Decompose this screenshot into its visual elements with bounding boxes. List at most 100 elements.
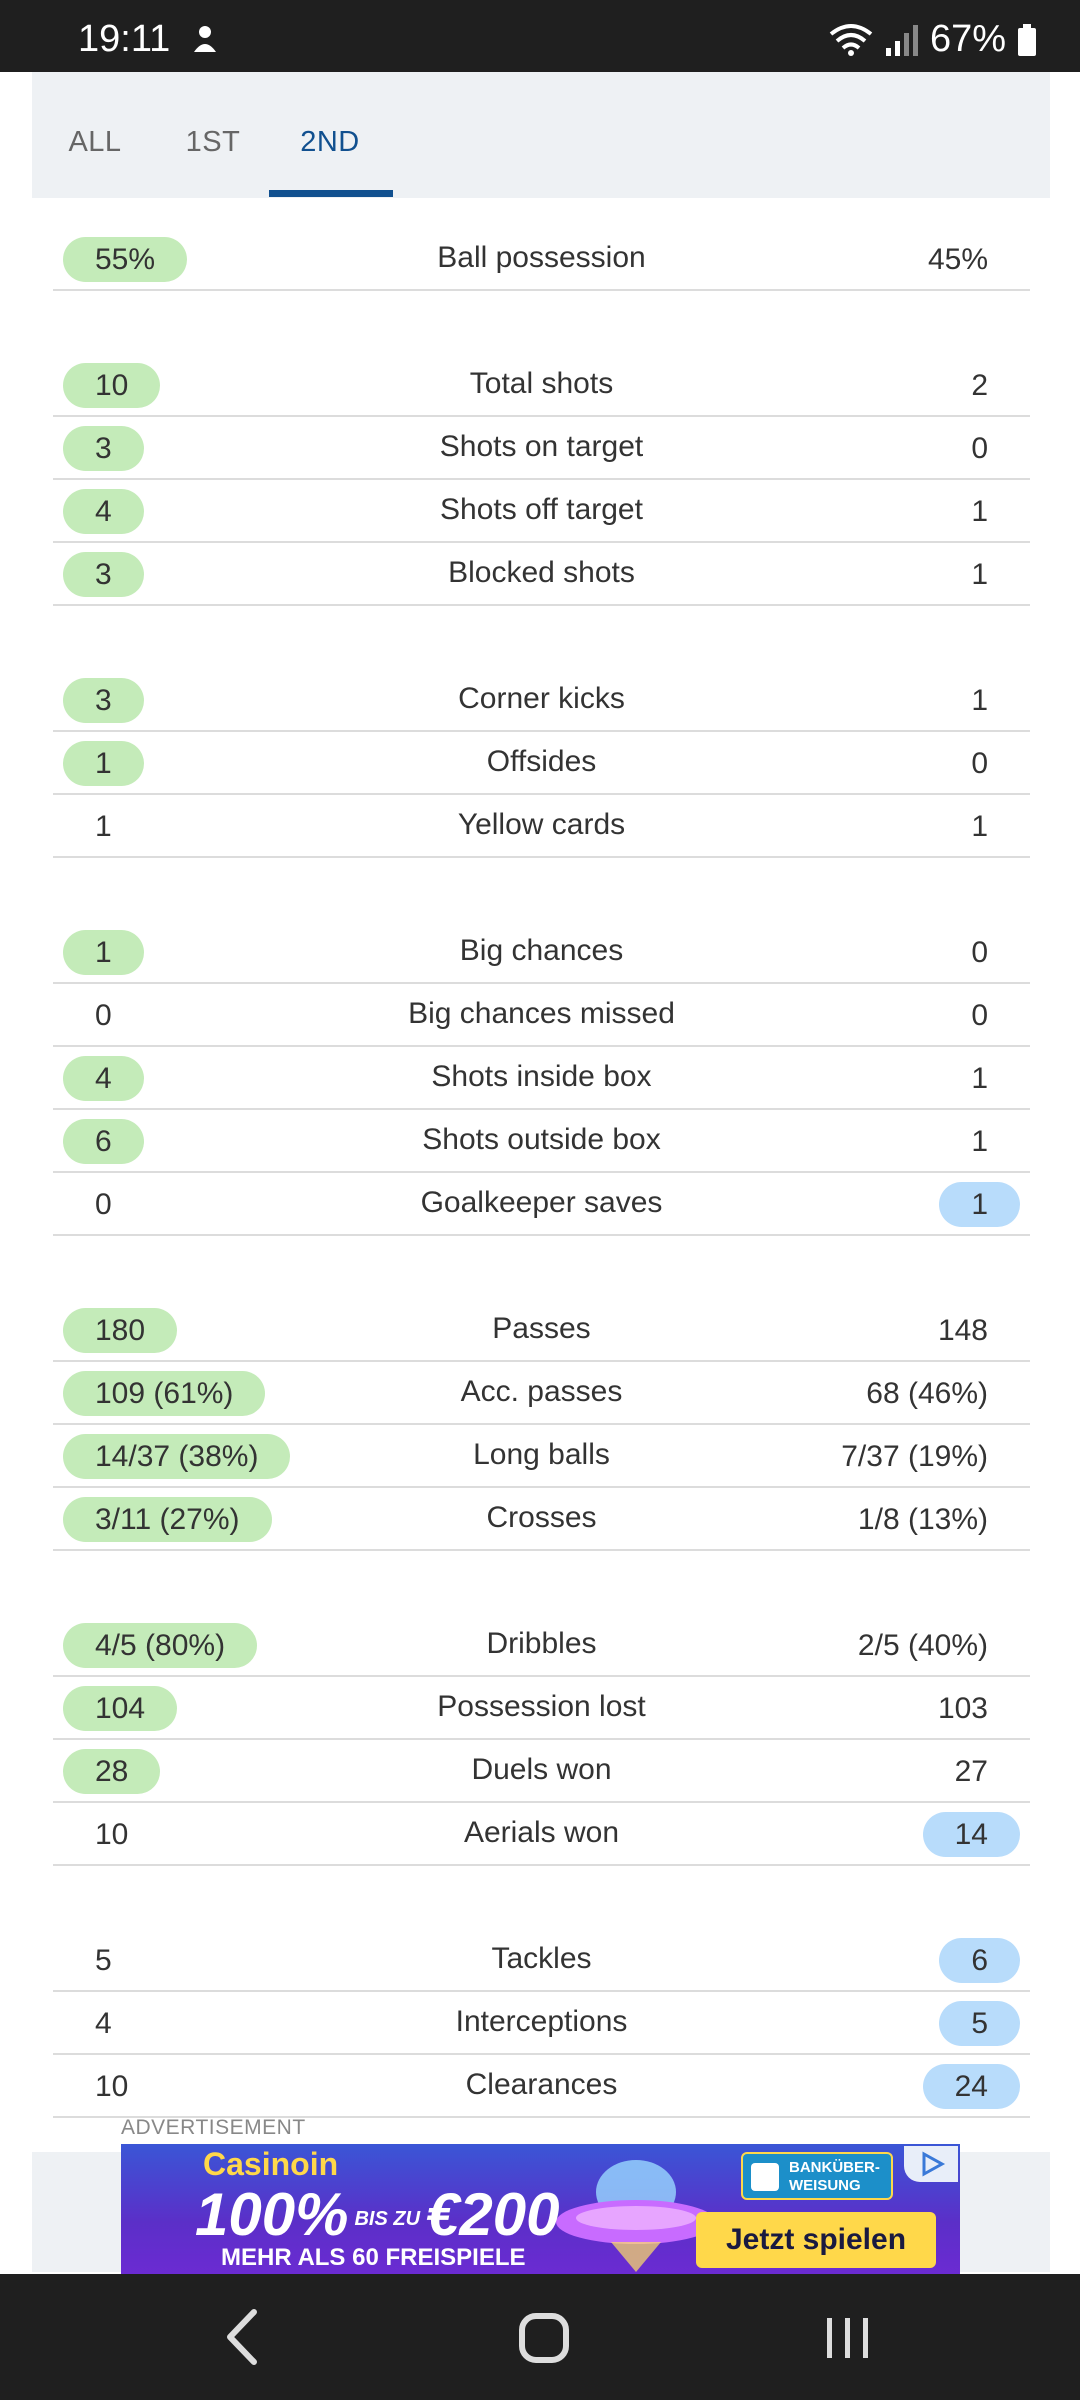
stat-row: Passes 180 148 bbox=[53, 1298, 1030, 1362]
away-value: 1 bbox=[971, 810, 988, 843]
stat-row: Tackles 5 6 bbox=[53, 1928, 1030, 1992]
stat-label: Shots inside box bbox=[431, 1060, 652, 1093]
away-value: 5 bbox=[939, 2001, 1020, 2046]
signal-icon bbox=[885, 24, 918, 56]
stat-label: Big chances missed bbox=[408, 997, 675, 1030]
away-value: 1 bbox=[971, 495, 988, 528]
away-value: 0 bbox=[971, 432, 988, 465]
away-value: 1 bbox=[939, 1182, 1020, 1227]
notification-icon bbox=[194, 26, 216, 52]
ad-bonus-small: BIS ZU bbox=[354, 2208, 421, 2231]
stat-label: Crosses bbox=[486, 1501, 597, 1534]
home-value: 1 bbox=[63, 741, 144, 786]
ufo-icon bbox=[556, 2160, 716, 2272]
stat-row: Big chances missed 0 0 bbox=[53, 983, 1030, 1047]
stat-label: Passes bbox=[492, 1312, 591, 1345]
stat-row: Dribbles 4/5 (80%) 2/5 (40%) bbox=[53, 1613, 1030, 1677]
stat-label: Goalkeeper saves bbox=[420, 1186, 663, 1219]
home-value: 3 bbox=[63, 426, 144, 471]
stat-row: Shots on target 3 0 bbox=[53, 416, 1030, 480]
stat-row: Goalkeeper saves 0 1 bbox=[53, 1172, 1030, 1236]
stat-label: Long balls bbox=[473, 1438, 610, 1471]
home-value: 55% bbox=[63, 237, 188, 282]
stat-label: Total shots bbox=[469, 367, 614, 400]
away-value: 27 bbox=[954, 1755, 988, 1788]
stat-row: Aerials won 10 14 bbox=[53, 1802, 1030, 1866]
ad-bank-text: BANKÜBER- WEISUNG bbox=[789, 2159, 880, 2194]
away-value: 103 bbox=[937, 1692, 988, 1725]
home-value: 0 bbox=[95, 999, 112, 1032]
stat-label: Corner kicks bbox=[458, 682, 625, 715]
recents-icon[interactable] bbox=[787, 2274, 907, 2400]
home-icon[interactable] bbox=[484, 2274, 604, 2400]
stat-row: Ball possession 55% 45% bbox=[53, 227, 1030, 291]
stat-row: Shots inside box 4 1 bbox=[53, 1046, 1030, 1110]
home-value: 28 bbox=[63, 1749, 161, 1794]
away-value: 45% bbox=[927, 243, 988, 276]
home-value: 104 bbox=[63, 1686, 178, 1731]
stat-row: Offsides 1 0 bbox=[53, 731, 1030, 795]
away-value: 14 bbox=[922, 1812, 1020, 1857]
bank-icon bbox=[751, 2163, 779, 2191]
stat-label: Big chances bbox=[459, 934, 624, 967]
home-value: 4/5 (80%) bbox=[63, 1623, 258, 1668]
away-value: 1 bbox=[971, 684, 988, 717]
stat-row: Blocked shots 3 1 bbox=[53, 542, 1030, 606]
back-icon[interactable] bbox=[182, 2274, 302, 2400]
stat-row: Possession lost 104 103 bbox=[53, 1676, 1030, 1740]
stat-row: Clearances 10 24 bbox=[53, 2054, 1030, 2118]
ad-free-spins: MEHR ALS 60 FREISPIELE bbox=[221, 2244, 526, 2271]
tab-2nd[interactable]: 2ND bbox=[300, 126, 360, 158]
stat-label: Acc. passes bbox=[460, 1375, 623, 1408]
home-value: 109 (61%) bbox=[63, 1371, 266, 1416]
ad-bank-transfer: BANKÜBER- WEISUNG bbox=[741, 2152, 893, 2200]
stat-row: Total shots 10 2 bbox=[53, 353, 1030, 417]
stat-label: Ball possession bbox=[437, 241, 646, 274]
stat-label: Offsides bbox=[486, 745, 597, 778]
away-value: 24 bbox=[922, 2064, 1020, 2109]
stat-label: Duels won bbox=[471, 1753, 612, 1786]
home-value: 6 bbox=[63, 1119, 144, 1164]
ad-bonus-main: 100% bbox=[195, 2181, 349, 2248]
stat-label: Shots on target bbox=[439, 430, 644, 463]
stat-row: Acc. passes 109 (61%) 68 (46%) bbox=[53, 1361, 1030, 1425]
ad-choices-icon[interactable] bbox=[904, 2146, 958, 2182]
away-value: 7/37 (19%) bbox=[841, 1440, 988, 1473]
tab-all[interactable]: ALL bbox=[68, 126, 122, 158]
away-value: 0 bbox=[971, 999, 988, 1032]
stat-row: Shots outside box 6 1 bbox=[53, 1109, 1030, 1173]
battery-icon bbox=[1018, 23, 1036, 56]
ad-bonus: 100% BIS ZU €200 bbox=[195, 2180, 560, 2249]
active-tab-indicator bbox=[269, 190, 393, 197]
stat-label: Blocked shots bbox=[448, 556, 635, 589]
away-value: 1 bbox=[971, 1062, 988, 1095]
ad-cta-button[interactable]: Jetzt spielen bbox=[696, 2212, 936, 2268]
home-value: 180 bbox=[63, 1308, 178, 1353]
tab-1st[interactable]: 1ST bbox=[185, 126, 241, 158]
away-value: 6 bbox=[939, 1938, 1020, 1983]
stat-label: Interceptions bbox=[455, 2005, 628, 2038]
stat-label: Aerials won bbox=[463, 1816, 620, 1849]
stat-row: Corner kicks 3 1 bbox=[53, 668, 1030, 732]
ad-label: ADVERTISEMENT bbox=[121, 2116, 306, 2139]
home-value: 5 bbox=[95, 1944, 112, 1977]
stat-row: Long balls 14/37 (38%) 7/37 (19%) bbox=[53, 1424, 1030, 1488]
status-bar: 19:11 67% bbox=[0, 0, 1080, 72]
stat-label: Shots off target bbox=[440, 493, 643, 526]
stat-label: Tackles bbox=[491, 1942, 592, 1975]
ad-banner[interactable]: Casinoin 100% BIS ZU €200 MEHR ALS 60 FREI… bbox=[121, 2144, 960, 2274]
home-value: 4 bbox=[95, 2007, 112, 2040]
away-value: 1 bbox=[971, 1125, 988, 1158]
period-tabs: ALL 1ST 2ND bbox=[32, 72, 1050, 198]
home-value: 10 bbox=[95, 2070, 129, 2103]
stat-row: Big chances 1 0 bbox=[53, 920, 1030, 984]
stat-row: Duels won 28 27 bbox=[53, 1739, 1030, 1803]
away-value: 1/8 (13%) bbox=[857, 1503, 988, 1536]
navigation-bar bbox=[0, 2274, 1080, 2400]
home-value: 3 bbox=[63, 678, 144, 723]
stat-row: Shots off target 4 1 bbox=[53, 479, 1030, 543]
home-value: 4 bbox=[63, 489, 144, 534]
home-value: 10 bbox=[95, 1818, 129, 1851]
home-value: 1 bbox=[63, 930, 144, 975]
ad-bonus-amount: €200 bbox=[426, 2181, 560, 2248]
